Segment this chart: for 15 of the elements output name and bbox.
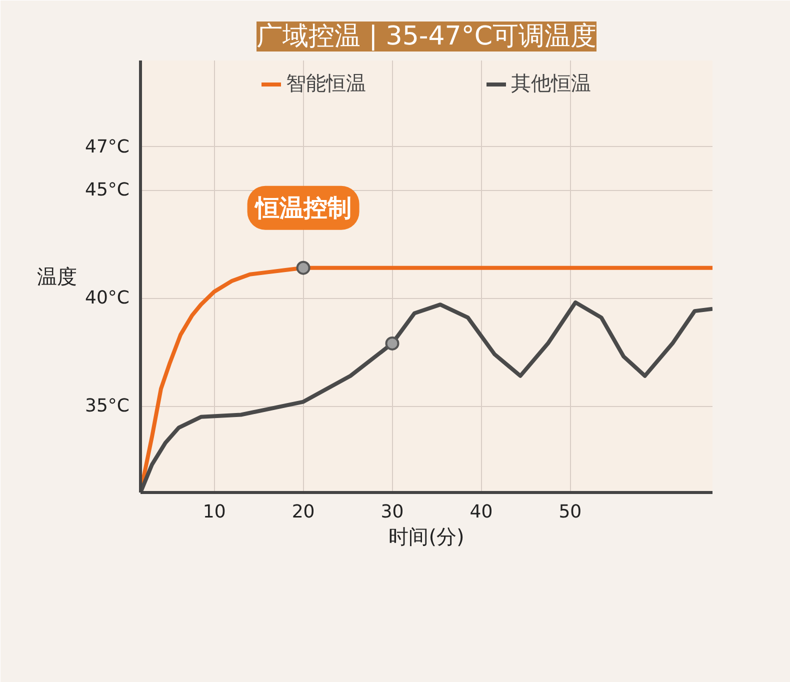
legend-label: 智能恒温: [286, 70, 366, 97]
y-axis-title: 温度: [37, 264, 78, 288]
legend-label: 其他恒温: [511, 70, 591, 97]
x-tick-label: 10: [202, 502, 226, 522]
y-tick-label: 40°C: [85, 288, 130, 309]
y-tick-label: 45°C: [85, 180, 130, 201]
x-tick-label: 20: [292, 502, 315, 522]
y-tick-label: 47°C: [85, 136, 130, 158]
x-tick-label: 40: [470, 502, 493, 522]
y-tick-label: 35°C: [85, 396, 130, 417]
x-tick-label: 30: [380, 502, 404, 522]
annotation: 恒温控制: [253, 194, 352, 222]
chart-title: 广域控温 | 35-47°C可调温度: [256, 22, 597, 52]
x-tick-label: 50: [558, 502, 582, 522]
x-axis-title: 时间(分): [388, 524, 464, 548]
